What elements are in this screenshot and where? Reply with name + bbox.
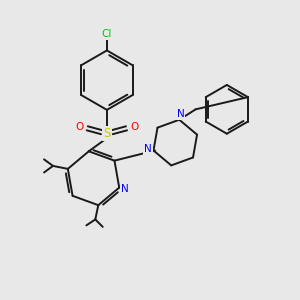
Text: N: N [121,184,128,194]
Text: O: O [75,122,83,132]
Text: O: O [130,122,139,132]
Text: N: N [177,110,185,119]
Text: N: N [144,144,152,154]
Text: Cl: Cl [102,29,112,39]
Text: S: S [103,127,111,140]
